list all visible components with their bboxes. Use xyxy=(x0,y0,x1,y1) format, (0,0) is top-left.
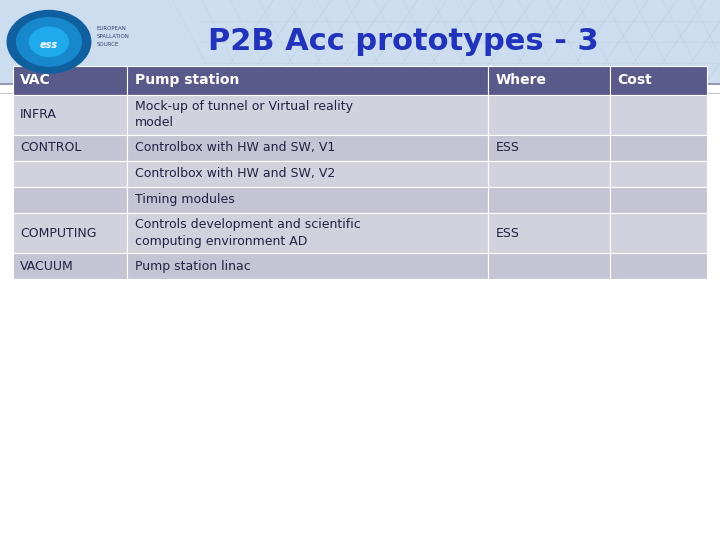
Bar xyxy=(610,135,707,161)
Text: Pump station: Pump station xyxy=(135,73,239,87)
Text: EUROPEAN: EUROPEAN xyxy=(96,26,126,31)
Circle shape xyxy=(7,10,91,73)
Bar xyxy=(488,94,610,135)
Bar xyxy=(127,94,488,135)
Text: Timing modules: Timing modules xyxy=(135,193,235,206)
Text: Cost: Cost xyxy=(617,73,652,87)
Text: Where: Where xyxy=(495,73,546,87)
Text: VACUUM: VACUUM xyxy=(20,260,74,273)
Bar xyxy=(610,213,707,253)
Bar xyxy=(488,66,610,94)
Bar xyxy=(127,187,488,213)
Text: P2B Acc prototypes - 3: P2B Acc prototypes - 3 xyxy=(208,28,598,56)
Bar xyxy=(610,187,707,213)
Bar xyxy=(488,187,610,213)
Text: ess: ess xyxy=(40,39,58,50)
Bar xyxy=(127,66,488,94)
Bar xyxy=(488,213,610,253)
Circle shape xyxy=(17,18,81,66)
Bar xyxy=(127,213,488,253)
Bar xyxy=(13,94,127,135)
Bar xyxy=(13,253,127,279)
Bar xyxy=(13,135,127,161)
Text: INFRA: INFRA xyxy=(20,108,57,122)
Text: ESS: ESS xyxy=(495,226,519,240)
Text: ESS: ESS xyxy=(495,141,519,154)
FancyBboxPatch shape xyxy=(0,0,720,84)
Text: COMPUTING: COMPUTING xyxy=(20,226,96,240)
Circle shape xyxy=(30,27,68,57)
Bar xyxy=(13,161,127,187)
Bar xyxy=(127,135,488,161)
Text: SOURCE: SOURCE xyxy=(96,42,119,47)
Bar xyxy=(488,135,610,161)
Bar xyxy=(13,66,127,94)
Text: model: model xyxy=(135,116,174,130)
Text: Controls development and scientific: Controls development and scientific xyxy=(135,218,361,232)
Text: Mock-up of tunnel or Virtual reality: Mock-up of tunnel or Virtual reality xyxy=(135,100,353,113)
Bar xyxy=(127,253,488,279)
Text: Pump station linac: Pump station linac xyxy=(135,260,251,273)
Text: VAC: VAC xyxy=(20,73,51,87)
Text: Controlbox with HW and SW, V1: Controlbox with HW and SW, V1 xyxy=(135,141,335,154)
Bar xyxy=(610,161,707,187)
Bar xyxy=(610,94,707,135)
Text: CONTROL: CONTROL xyxy=(20,141,81,154)
Bar xyxy=(610,66,707,94)
Bar xyxy=(610,253,707,279)
Bar xyxy=(488,253,610,279)
Bar xyxy=(488,161,610,187)
Bar xyxy=(13,187,127,213)
Bar xyxy=(127,161,488,187)
Text: Controlbox with HW and SW, V2: Controlbox with HW and SW, V2 xyxy=(135,167,335,180)
Text: SPALLATION: SPALLATION xyxy=(96,34,130,39)
Bar xyxy=(13,213,127,253)
Text: computing environment AD: computing environment AD xyxy=(135,234,307,248)
